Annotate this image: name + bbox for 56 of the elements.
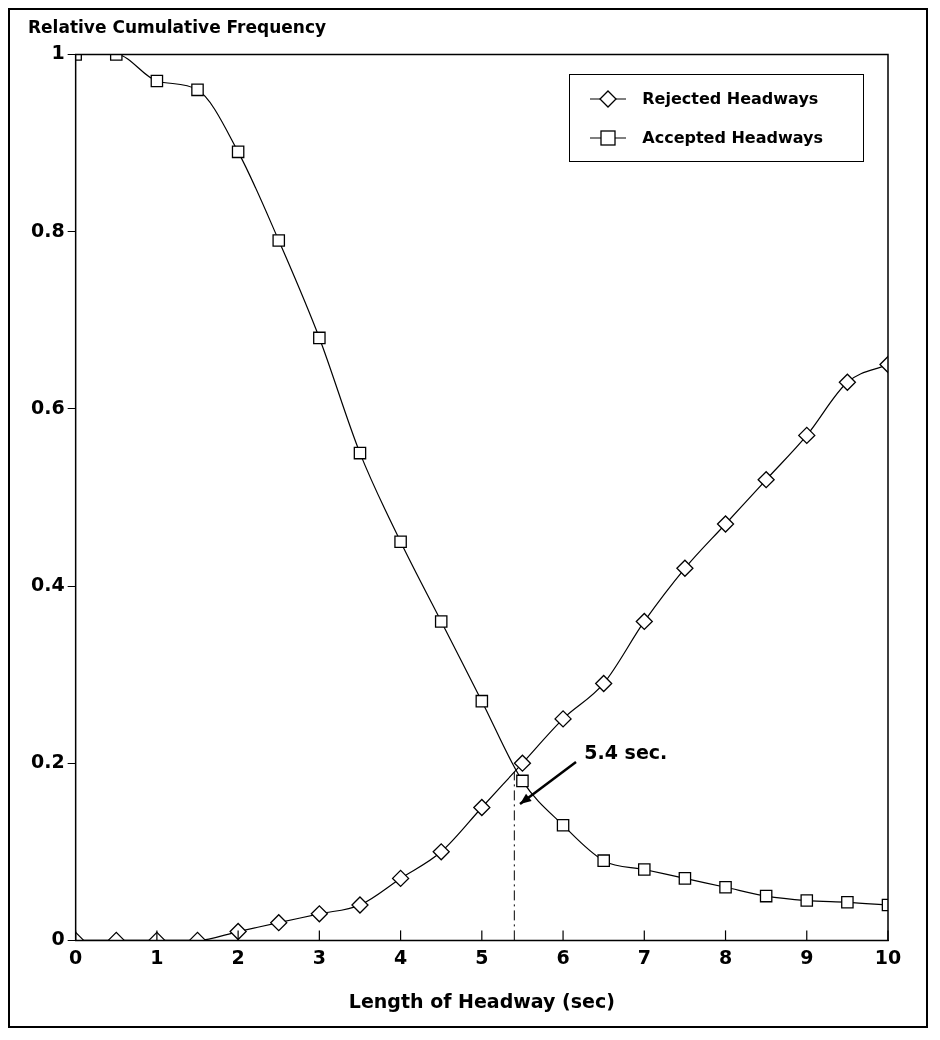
point [231,145,245,159]
x-tick-label: 4 [393,945,408,968]
point [353,446,367,460]
ref-line-label: 5.4 sec. [584,741,668,764]
point [475,694,489,708]
point [759,889,773,903]
y-tick-label: 1 [51,41,65,64]
point [229,922,247,941]
point [798,426,816,445]
point [432,843,450,861]
point [838,373,857,391]
point [270,914,288,932]
x-tick-label: 2 [231,945,245,968]
point [637,863,651,876]
point [676,559,694,577]
x-tick-label: 10 [874,945,902,968]
point [473,798,491,817]
y-tick-label: 0.6 [30,395,65,418]
point [351,896,369,914]
point [757,471,775,489]
x-tick-label: 9 [800,945,814,968]
point [313,331,326,345]
x-tick-label: 8 [718,945,733,968]
point [516,774,529,788]
point [719,880,732,894]
point [272,234,286,247]
y-tick-label: 0.2 [30,750,65,773]
point [554,710,572,728]
x-axis-title: Length of Headway (sec) [348,989,615,1012]
point [595,674,613,693]
point [716,515,735,533]
y-tick-label: 0 [51,927,65,950]
point [597,854,610,867]
y-axis-title: Relative Cumulative Frequency [28,16,327,37]
legend-label: Accepted Headways [642,128,823,148]
point [556,818,570,832]
point [800,894,814,907]
y-tick-label: 0.4 [30,572,65,595]
point [150,74,164,88]
x-tick-label: 0 [69,945,83,968]
point [391,869,410,888]
legend-label: Rejected Headways [642,89,819,109]
point [841,896,854,909]
point [513,754,532,772]
x-tick-label: 7 [637,945,651,968]
point [678,872,692,885]
x-tick-label: 5 [475,945,489,968]
x-tick-label: 3 [312,945,326,968]
point [191,83,204,97]
point [394,535,407,549]
x-tick-label: 6 [556,945,570,968]
point [310,905,329,923]
point [635,612,653,631]
point [434,615,448,628]
x-tick-label: 1 [150,945,164,968]
y-tick-label: 0.8 [30,218,65,241]
